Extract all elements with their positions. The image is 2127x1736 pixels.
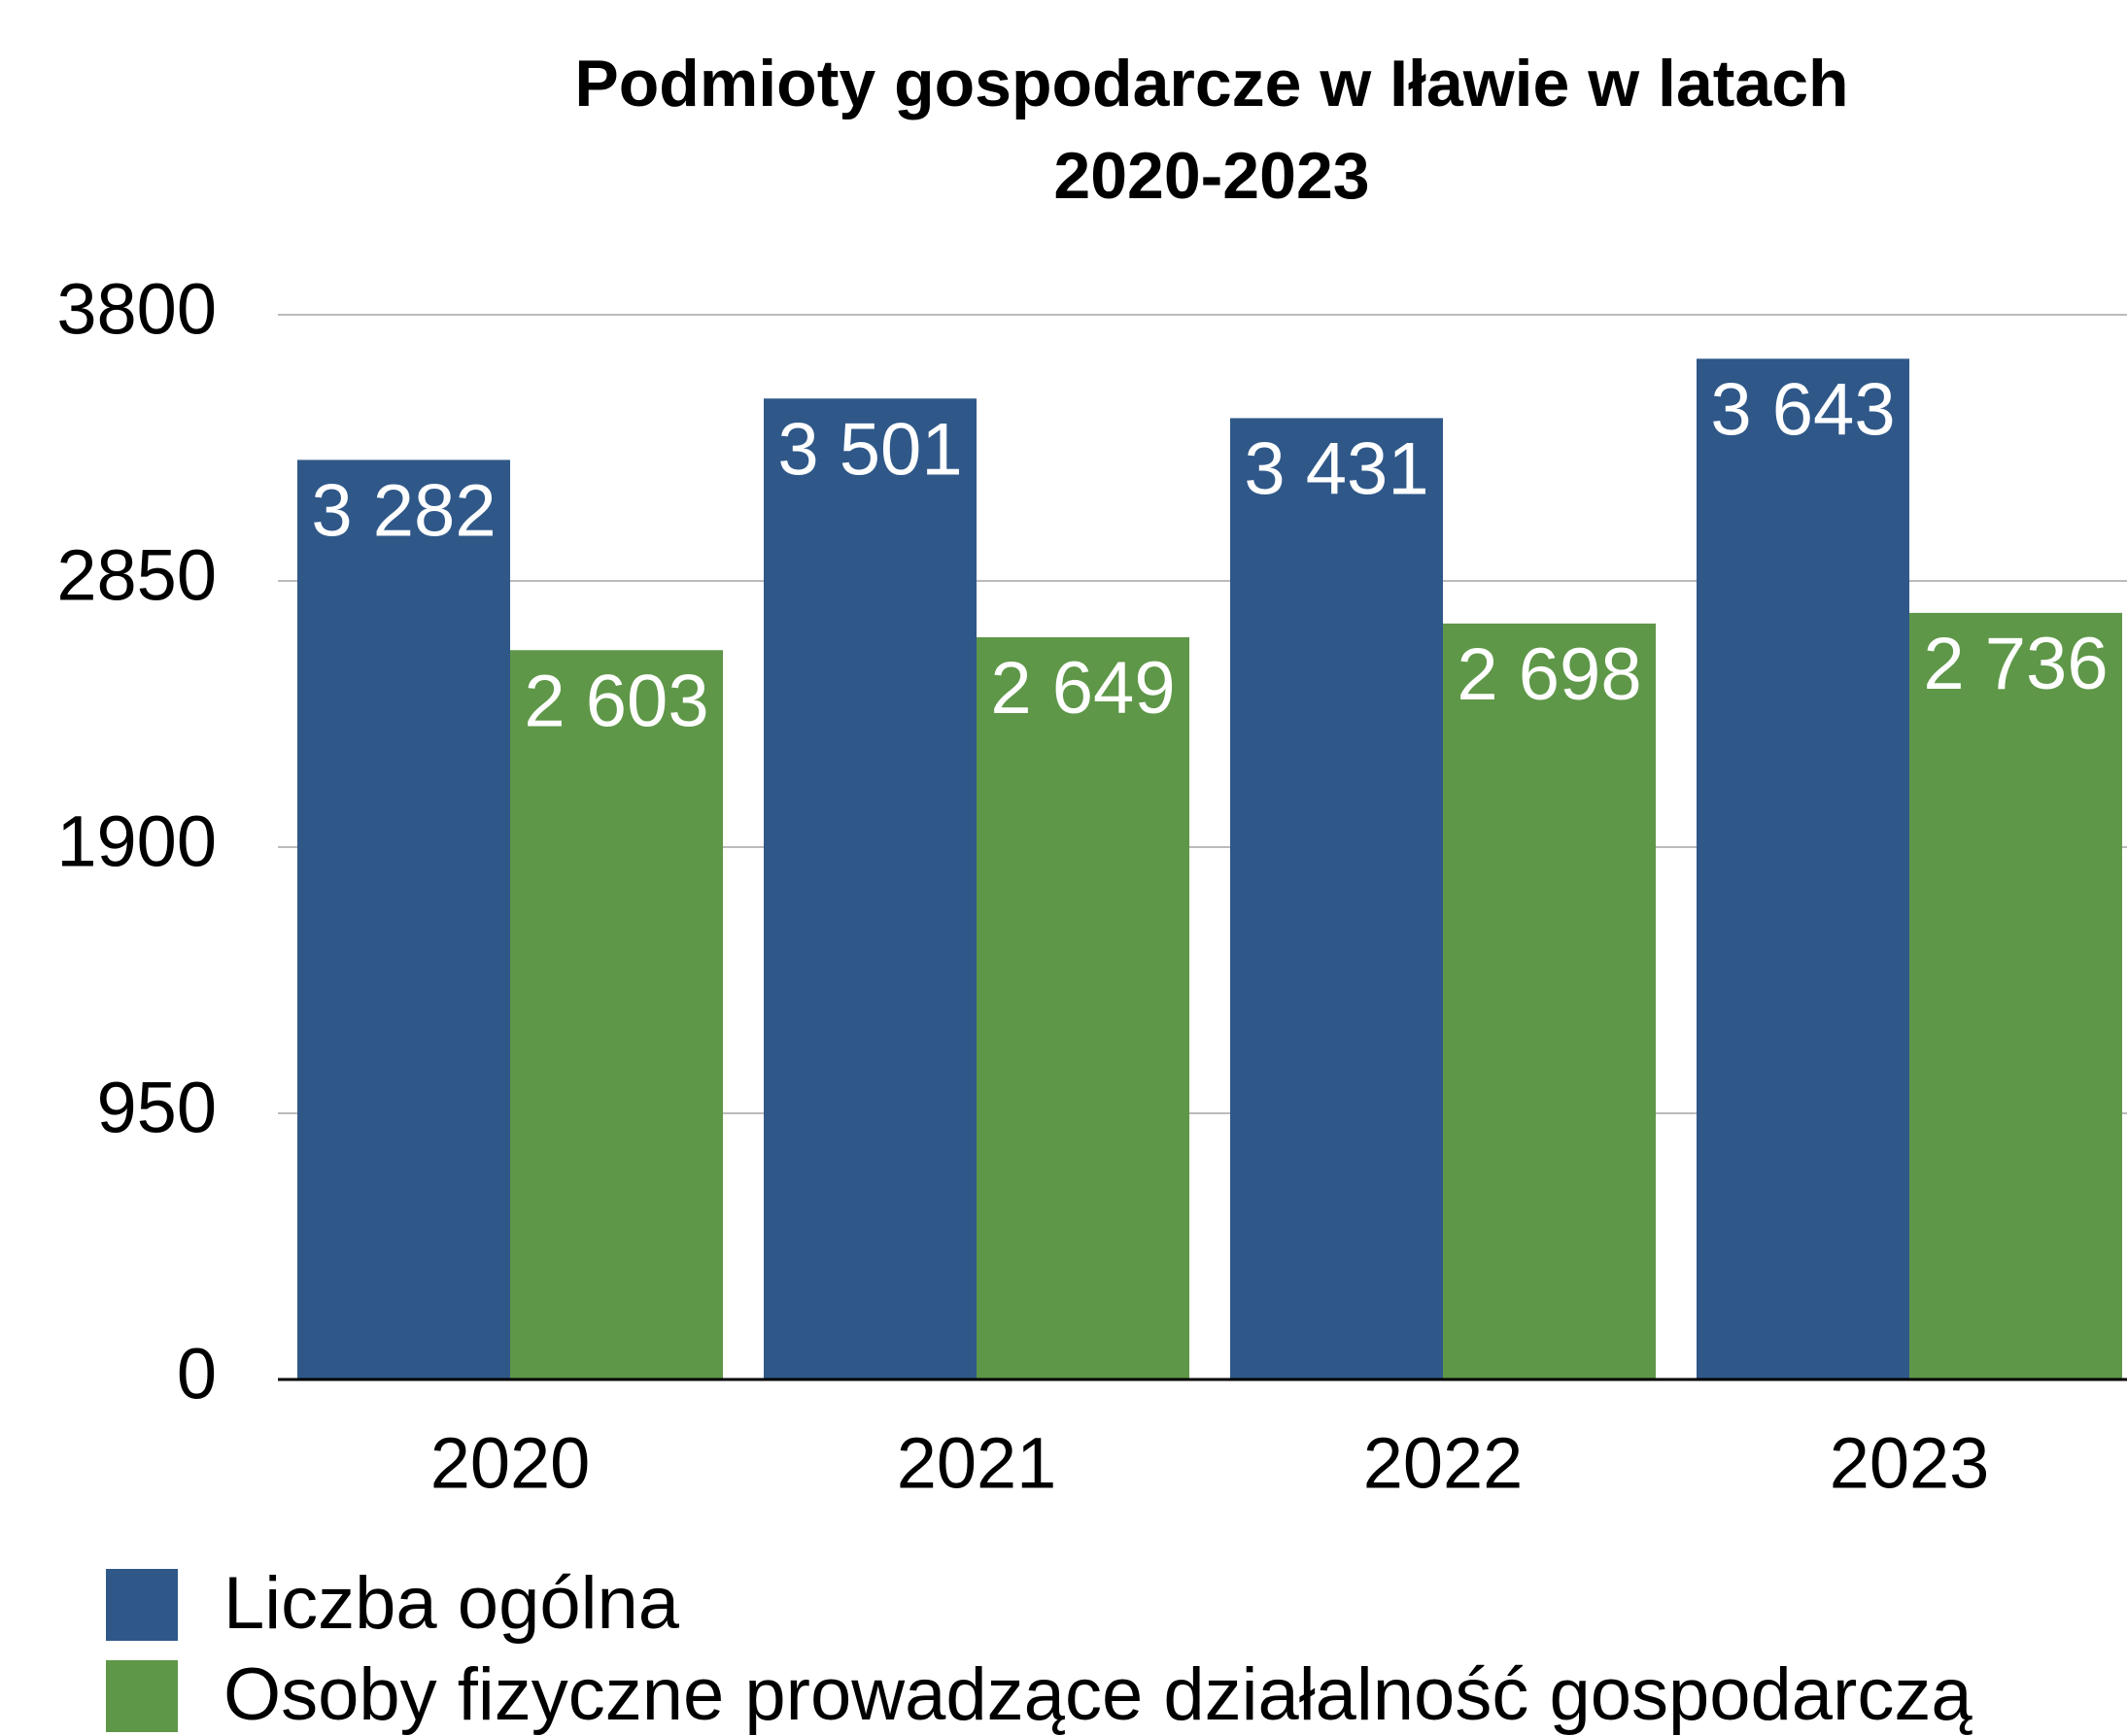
value-label: 3 643 bbox=[1710, 368, 1895, 451]
legend-label: Osoby fizyczne prowadzące działalność go… bbox=[223, 1653, 1973, 1736]
x-tick-label: 2023 bbox=[1830, 1423, 1990, 1504]
bar bbox=[1909, 612, 2122, 1379]
x-tick-label: 2022 bbox=[1363, 1423, 1524, 1504]
legend-label: Liczba ogólna bbox=[223, 1562, 680, 1645]
bar bbox=[1697, 358, 1909, 1379]
value-label: 2 649 bbox=[990, 647, 1175, 730]
value-label: 3 501 bbox=[777, 408, 962, 491]
y-tick-label: 950 bbox=[97, 1068, 217, 1148]
y-tick-label: 2850 bbox=[56, 535, 217, 616]
value-label: 3 431 bbox=[1244, 428, 1428, 511]
chart-title: Podmioty gospodarcze w Iławie w latach bbox=[574, 47, 1848, 120]
value-label: 3 282 bbox=[311, 469, 496, 552]
bar bbox=[297, 460, 510, 1379]
legend-swatch bbox=[106, 1660, 178, 1732]
y-tick-label: 3800 bbox=[56, 269, 217, 350]
value-label: 2 603 bbox=[524, 660, 708, 742]
y-tick-label: 1900 bbox=[56, 801, 217, 882]
chart-title: 2020-2023 bbox=[1053, 139, 1369, 213]
bar bbox=[977, 636, 1189, 1379]
bar bbox=[1443, 623, 1656, 1379]
bar bbox=[764, 398, 977, 1379]
x-tick-label: 2021 bbox=[897, 1423, 1057, 1504]
value-label: 2 736 bbox=[1923, 623, 2108, 705]
bar bbox=[510, 650, 723, 1379]
x-tick-label: 2020 bbox=[430, 1423, 591, 1504]
bar bbox=[1230, 418, 1443, 1379]
y-tick-label: 0 bbox=[177, 1334, 217, 1414]
value-label: 2 698 bbox=[1457, 633, 1641, 716]
legend-swatch bbox=[106, 1569, 178, 1641]
